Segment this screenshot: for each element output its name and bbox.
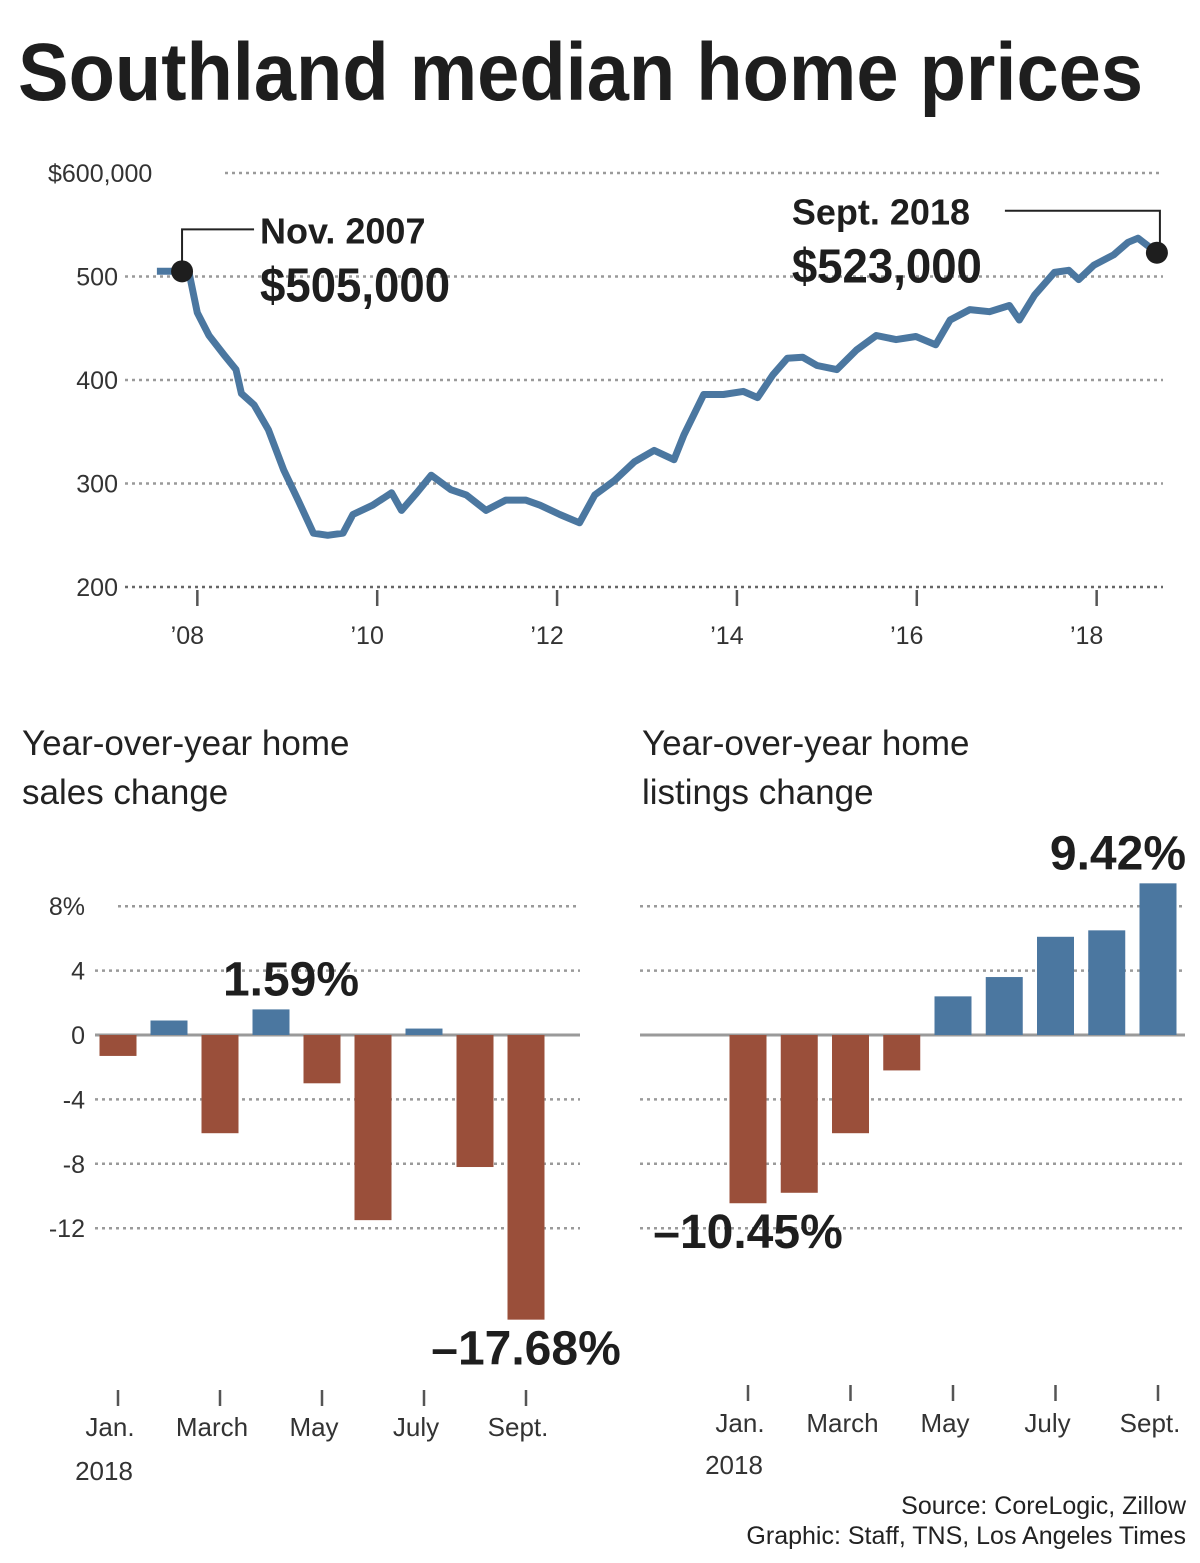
x-tick-label: Sept. [1120, 1408, 1181, 1438]
bar [456, 1035, 494, 1168]
annotation-label: Sept. 2018 [792, 192, 970, 233]
y-tick-label: -12 [49, 1215, 85, 1243]
x-tick-label: July [1024, 1408, 1070, 1438]
chart-title: Year-over-year home [642, 724, 969, 763]
bar [985, 977, 1023, 1035]
bar [150, 1020, 188, 1035]
y-tick-label: -4 [63, 1086, 85, 1114]
year-label: 2018 [705, 1450, 763, 1480]
bar [729, 1035, 767, 1204]
bar [354, 1035, 392, 1221]
y-tick-label: 0 [71, 1022, 85, 1050]
x-tick-label: May [289, 1412, 338, 1442]
y-tick-label: 300 [76, 471, 118, 499]
bar [780, 1035, 818, 1193]
x-tick-label: ’14 [710, 622, 743, 650]
annotation-dot [1145, 241, 1168, 264]
page-title: Southland median home prices [18, 27, 1143, 118]
x-tick-label: Sept. [488, 1412, 549, 1442]
bar [252, 1009, 290, 1035]
bar [405, 1028, 443, 1035]
y-tick-label: 4 [71, 958, 85, 986]
y-tick-label: 8% [49, 893, 85, 921]
x-tick-label: ’08 [171, 622, 204, 650]
y-tick-label: 500 [76, 264, 118, 292]
leader-line [1004, 209, 1161, 243]
bar [201, 1035, 239, 1134]
x-tick-label: May [920, 1408, 969, 1438]
bar [507, 1035, 545, 1320]
bar [883, 1035, 921, 1071]
bar [934, 996, 972, 1035]
chart-title: listings change [642, 773, 874, 812]
bar [1139, 883, 1177, 1035]
x-tick-label: Jan. [715, 1408, 764, 1438]
price-line [156, 234, 1160, 539]
bar [832, 1035, 869, 1134]
chart-title: Year-over-year home [22, 724, 349, 763]
y-tick-label: 400 [76, 367, 118, 395]
source: Source: CoreLogic, Zillow [901, 1492, 1187, 1520]
x-tick-label: March [806, 1408, 878, 1438]
bar [1037, 936, 1074, 1035]
leader-line [181, 228, 255, 272]
x-tick-label: ’12 [530, 622, 563, 650]
y-tick-label: 200 [76, 574, 118, 602]
y-tick-label: $600,000 [48, 160, 152, 188]
annotation-label: Nov. 2007 [260, 210, 425, 251]
value-label: –10.45% [653, 1206, 843, 1259]
value-label: –17.68% [431, 1323, 621, 1376]
annotation-value: $505,000 [260, 259, 450, 312]
year-label: 2018 [75, 1456, 133, 1486]
annotation-value: $523,000 [792, 241, 982, 294]
x-tick-label: Jan. [85, 1412, 134, 1442]
chart-title: sales change [22, 773, 228, 812]
x-tick-label: ’10 [351, 622, 384, 650]
x-tick-label: ’18 [1070, 622, 1103, 650]
annotation-dot [171, 260, 194, 283]
y-tick-label: -8 [63, 1151, 85, 1179]
bar [303, 1035, 341, 1084]
value-label: 9.42% [1050, 827, 1186, 880]
value-label: 1.59% [223, 953, 359, 1006]
credit: Graphic: Staff, TNS, Los Angeles Times [746, 1522, 1186, 1550]
x-tick-label: March [176, 1412, 248, 1442]
bar [1088, 930, 1126, 1035]
x-tick-label: July [393, 1412, 439, 1442]
x-tick-label: ’16 [890, 622, 923, 650]
bar [99, 1035, 137, 1056]
